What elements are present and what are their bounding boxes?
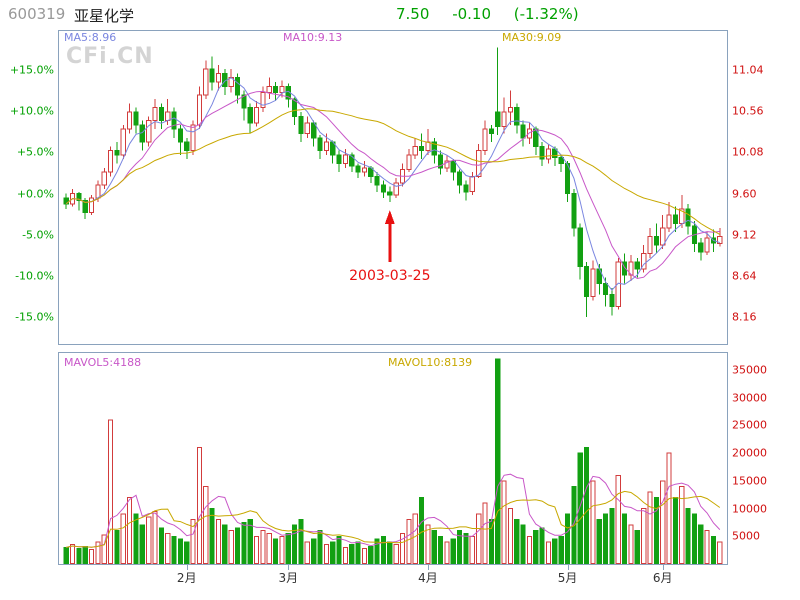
price-axis-label: 10.56	[732, 104, 764, 118]
candlestick-series	[63, 47, 723, 317]
month-label: 2月	[176, 571, 197, 585]
header: 600319 亚星化学 7.50 -0.10 (-1.32%)	[0, 5, 800, 25]
stock-name: 亚星化学	[74, 7, 135, 25]
percent-axis-label: +0.0%	[16, 187, 54, 200]
price-change-percent: (-1.32%)	[513, 5, 579, 23]
percent-axis-label: +5.0%	[16, 145, 54, 159]
month-label: 5月	[557, 571, 578, 585]
month-label: 3月	[278, 571, 299, 585]
volume-axis-label: 5000	[732, 529, 760, 543]
month-label: 4月	[418, 571, 438, 585]
volume-chart-svg	[58, 352, 728, 565]
price-axis-label: 8.16	[732, 310, 757, 324]
volume-axis-label: 35000	[732, 363, 767, 377]
percent-axis-label: -5.0%	[22, 228, 54, 242]
mavol10-label: MAVOL10:8139	[388, 356, 473, 369]
volume-axis-label: 30000	[732, 391, 767, 405]
quote: 7.50 -0.10 (-1.32%)	[396, 5, 597, 23]
annotation-date-label: 2003-03-25	[349, 268, 431, 285]
price-axis-label: 9.12	[732, 228, 757, 242]
percent-axis-label: -10.0%	[15, 269, 54, 283]
watermark-logo: CFi.CN	[66, 44, 154, 69]
month-tick	[662, 565, 664, 570]
month-tick	[427, 565, 429, 570]
ma-lines	[65, 77, 721, 291]
price-change: -0.10	[452, 5, 491, 23]
price-axis-label: 10.08	[732, 145, 764, 159]
price-axis-label: 11.04	[732, 63, 764, 77]
percent-axis-label: -15.0%	[15, 310, 54, 324]
volume-axis-label: 25000	[732, 418, 767, 432]
volume-axis-label: 20000	[732, 446, 767, 460]
volume-bars	[63, 358, 723, 565]
ma10-label: MA10:9.13	[283, 31, 343, 44]
percent-axis-label: +10.0%	[9, 104, 54, 118]
percent-axis-label: +15.0%	[9, 63, 54, 77]
month-label: 6月	[652, 571, 673, 585]
month-tick	[186, 565, 188, 570]
mavol-lines	[66, 473, 721, 548]
month-tick	[567, 565, 569, 570]
volume-axis-label: 15000	[732, 474, 767, 488]
last-price: 7.50	[396, 5, 430, 23]
ma5-label: MA5:8.96	[64, 31, 117, 44]
price-axis-label: 9.60	[732, 187, 757, 200]
price-axis-label: 8.64	[732, 269, 757, 283]
month-tick	[288, 565, 290, 570]
mavol5-label: MAVOL5:4188	[64, 356, 142, 369]
volume-axis-label: 10000	[732, 502, 767, 516]
annotation-arrow	[384, 210, 395, 263]
main-chart-svg	[58, 30, 728, 345]
stock-code: 600319	[8, 5, 66, 23]
ma30-label: MA30:9.09	[502, 31, 562, 44]
